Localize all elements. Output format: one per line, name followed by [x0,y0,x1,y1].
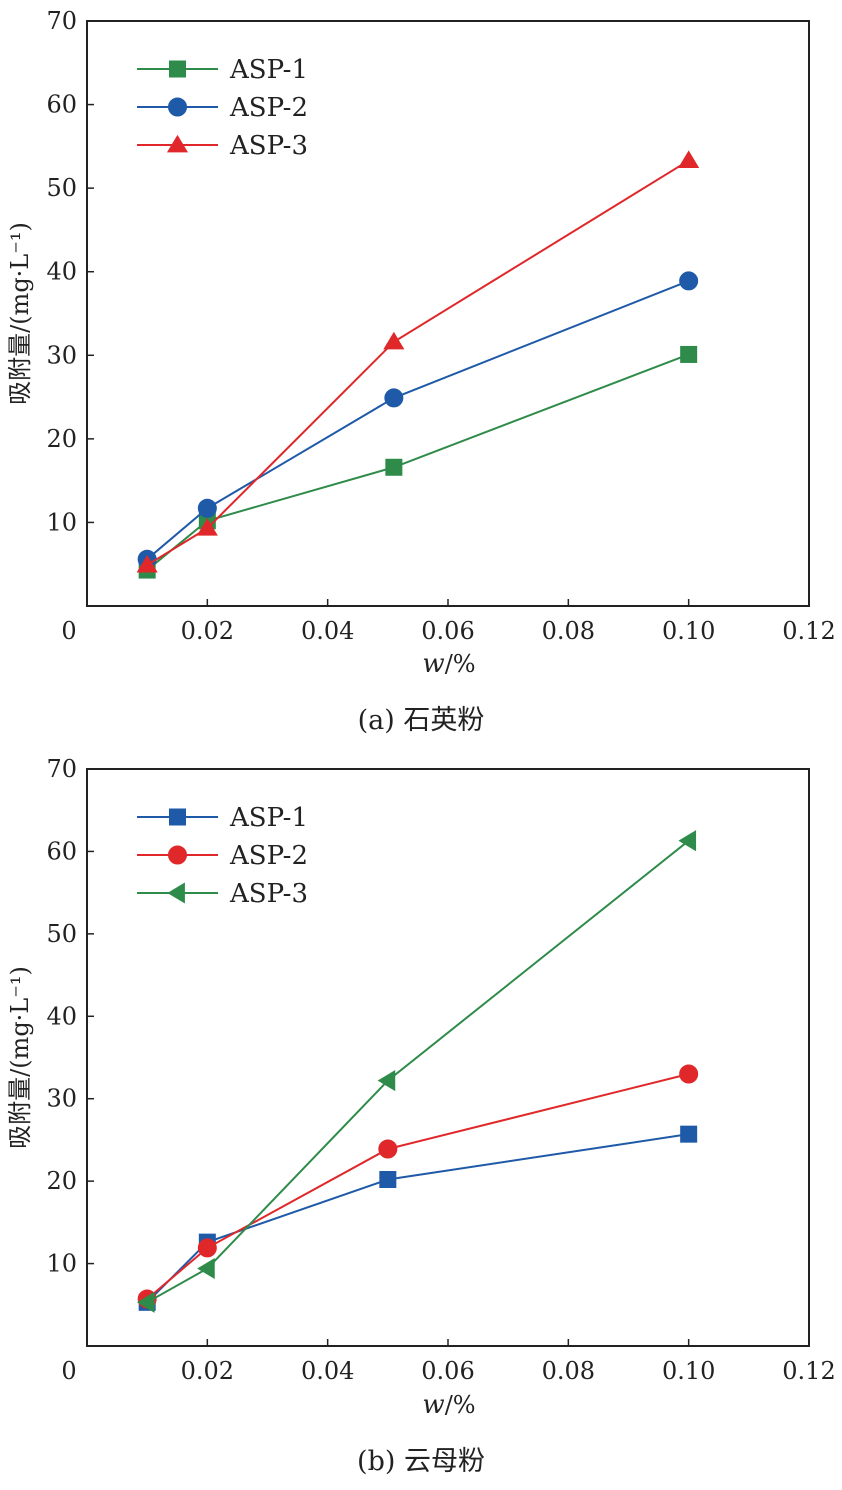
x-tick-label: 0.08 [542,617,595,645]
x-tick-label: 0.10 [662,1357,715,1385]
data-point-asp-1 [379,1170,397,1188]
series-line-asp-1 [146,1133,689,1304]
legend: ASP-1 ASP-2 ASP-3 [137,55,308,161]
series-asp-2 [137,271,699,569]
data-point-asp-3 [197,1257,215,1280]
y-tick-label: 40 [46,258,77,286]
y-tick-label: 70 [46,755,77,783]
y-tick-label: 50 [46,920,77,948]
legend-marker [169,60,186,78]
legend-label: ASP-3 [229,879,308,909]
legend-label: ASP-3 [229,131,308,161]
chart-panel-a: 0 0.02 0.04 0.06 0.08 0.10 0.12 10 20 30 40 50 60 70 吸… [6,7,836,736]
y-tick-label: 60 [46,91,77,119]
x-axis-title: w/% [422,1390,475,1420]
data-point-asp-3 [196,518,218,536]
series-line-asp-1 [146,353,690,571]
x-axis-title-unit: /% [445,1391,476,1419]
data-point-asp-1 [680,1125,698,1143]
legend-marker [166,134,189,153]
series-asp-1 [138,345,698,579]
x-tick-label: 0.04 [301,617,354,645]
series-asp-3 [136,150,700,573]
series-line-asp-3 [146,839,690,1304]
y-tick-label: 20 [46,425,77,453]
y-tick-label: 70 [46,7,77,35]
data-point-asp-2 [378,1139,398,1159]
data-point-asp-2 [679,1064,699,1084]
chart-panel-b: 0 0.02 0.04 0.06 0.08 0.10 0.12 10 20 30 40 50 60 70 吸… [6,755,836,1477]
data-point-asp-2 [679,271,699,291]
data-point-asp-3 [136,1291,155,1313]
data-point-asp-3 [678,150,700,168]
data-point-asp-1 [680,345,698,363]
data-point-asp-3 [136,554,158,573]
x-axis-title-var: w [422,1390,444,1420]
data-point-asp-1 [385,458,403,476]
y-tick-label: 20 [46,1167,77,1195]
data-point-asp-2 [197,498,217,518]
x-tick-label: 0.08 [542,1357,595,1385]
legend-marker [169,808,186,826]
legend-marker [167,882,185,904]
legend-marker [168,97,187,117]
caption-a: (a) 石英粉 [358,705,485,736]
y-tick-label: 10 [46,508,77,536]
x-tick-label: 0.06 [421,1357,474,1385]
legend-label: ASP-2 [229,841,308,871]
x-tick-label: 0.10 [662,617,715,645]
series-asp-3 [136,830,697,1313]
data-point-asp-2 [197,1238,217,1258]
data-point-asp-3 [678,830,697,852]
caption-b: (b) 云母粉 [357,1446,485,1477]
data-point-asp-3 [383,331,405,350]
x-tick-label: 0 [61,1357,76,1385]
legend-marker [168,845,187,865]
y-tick-label: 10 [46,1250,77,1278]
y-tick-label: 30 [46,1085,77,1113]
legend-label: ASP-1 [229,803,308,833]
series-line-asp-2 [146,279,690,560]
x-axis-title-unit: /% [445,650,476,678]
series-line-asp-2 [146,1073,689,1300]
data-point-asp-3 [377,1070,396,1092]
y-axis-title: 吸附量/(mg·L⁻¹) [6,222,34,405]
legend-label: ASP-1 [229,55,308,85]
y-tick-label: 60 [46,837,77,865]
series-line-asp-3 [146,159,690,566]
x-axis-title-var: w [422,649,444,679]
data-point-asp-2 [384,388,404,408]
x-tick-label: 0.12 [782,1357,835,1385]
y-tick-label: 40 [46,1002,77,1030]
y-axis-title: 吸附量/(mg·L⁻¹) [6,966,34,1149]
legend-label: ASP-2 [229,93,308,123]
series-asp-1 [138,1125,698,1311]
y-tick-label: 50 [46,174,77,202]
y-tick-label: 30 [46,341,77,369]
x-tick-label: 0.06 [421,617,474,645]
series-asp-2 [137,1064,699,1309]
x-tick-label: 0.04 [301,1357,354,1385]
x-tick-label: 0.12 [782,617,835,645]
x-tick-label: 0.02 [181,1357,234,1385]
x-tick-label: 0.02 [181,617,234,645]
x-tick-label: 0 [61,617,76,645]
legend: ASP-1 ASP-2 ASP-3 [137,803,308,909]
x-axis-title: w/% [422,649,475,679]
